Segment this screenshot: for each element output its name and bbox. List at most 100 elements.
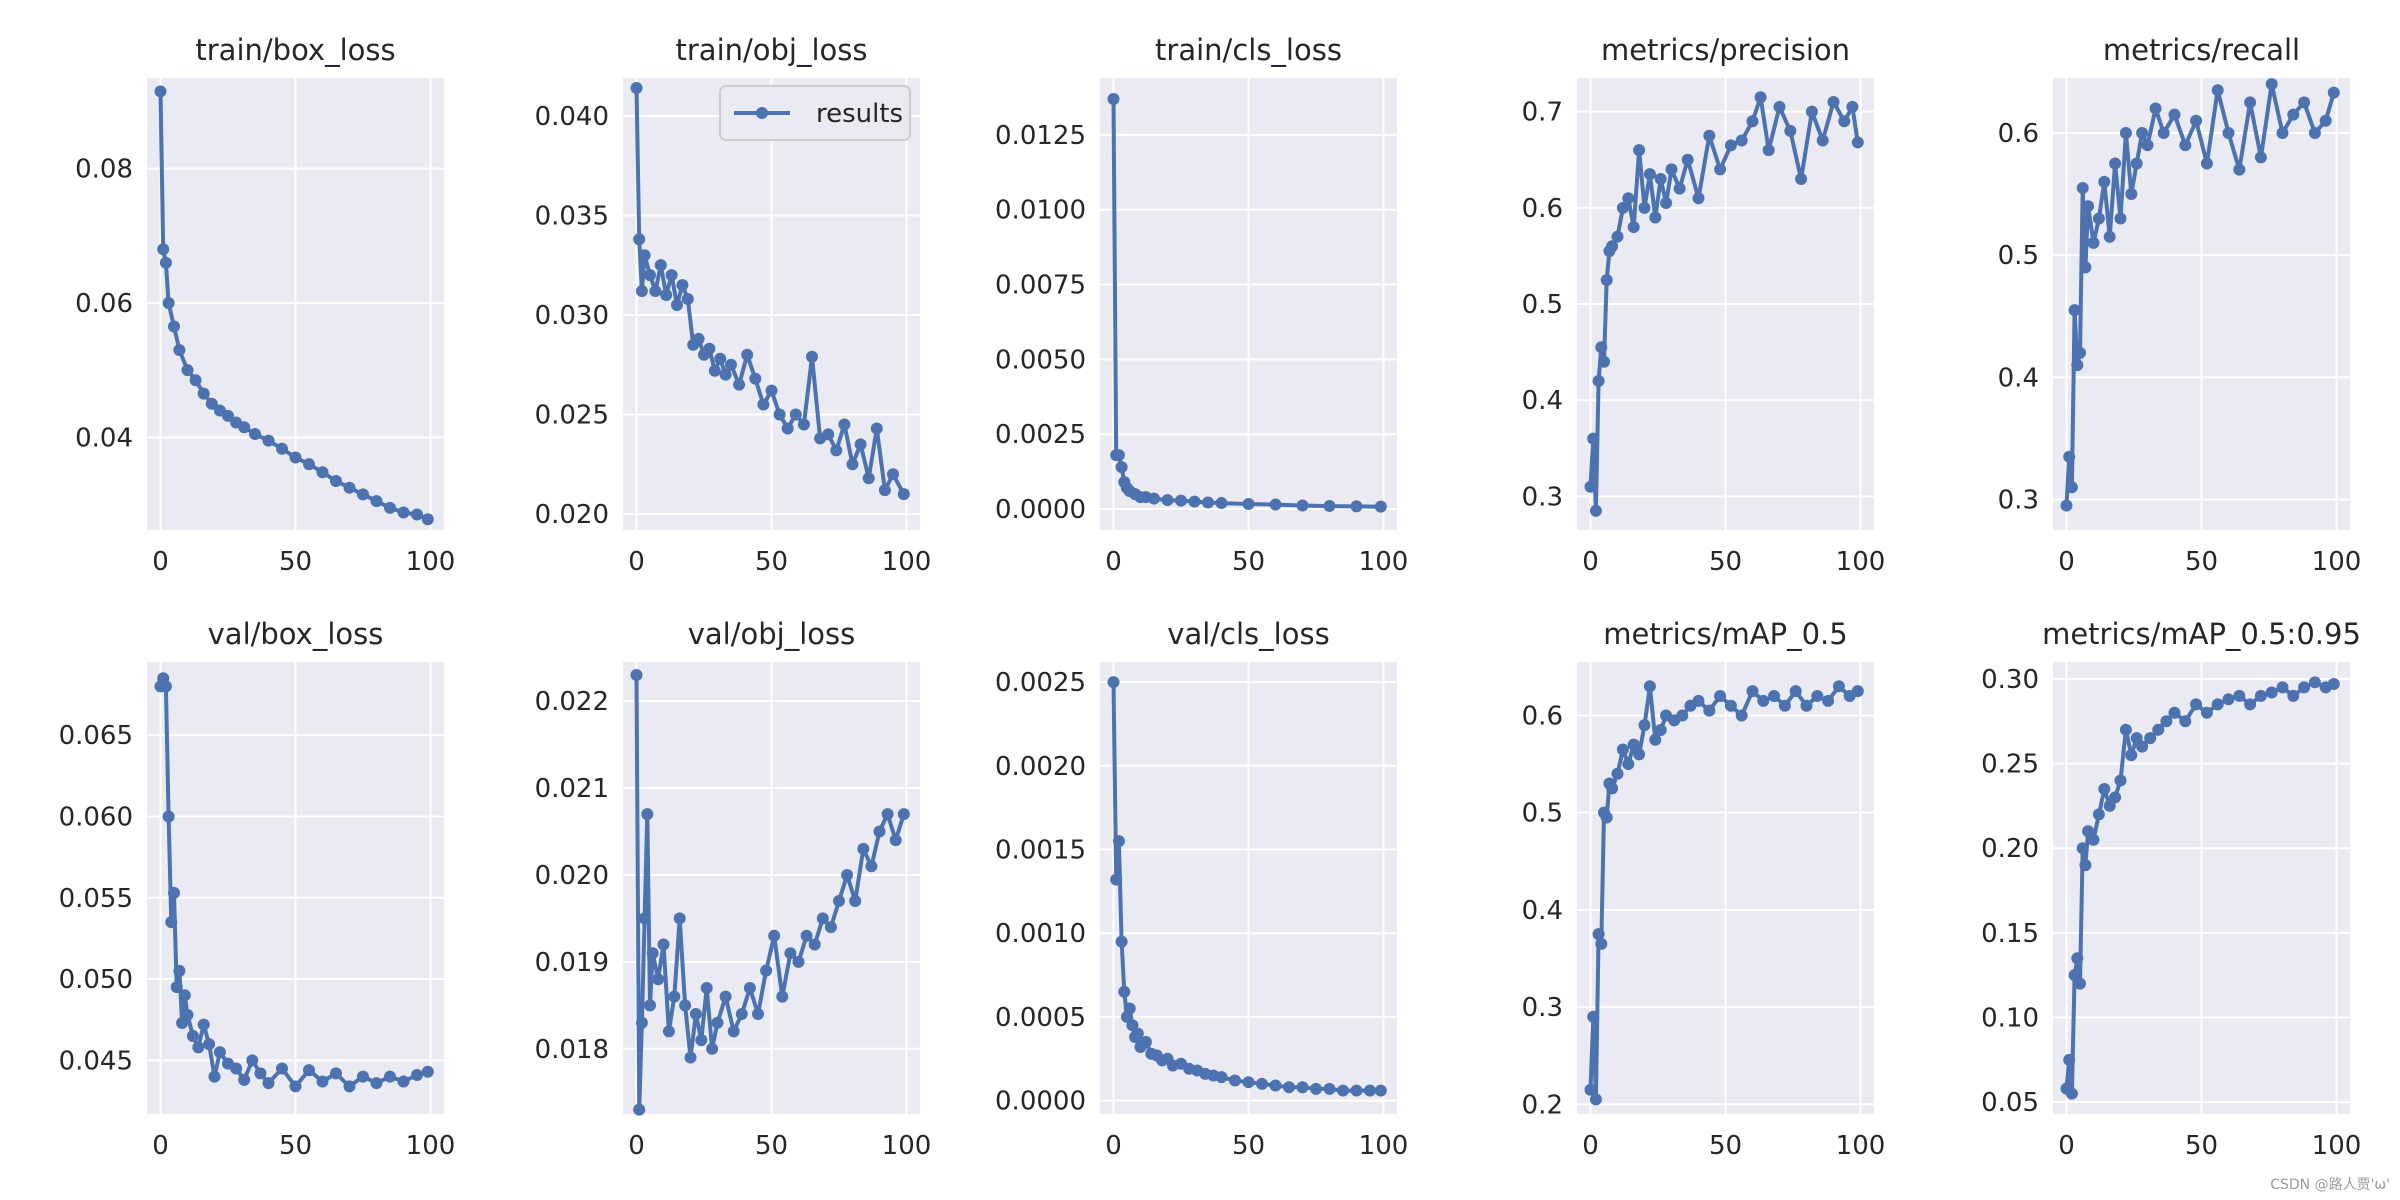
data-point bbox=[635, 285, 648, 298]
y-tick-label: 0.6 bbox=[1522, 194, 1563, 224]
y-tick-label: 0.7 bbox=[1522, 98, 1563, 128]
data-point bbox=[170, 981, 183, 994]
data-point bbox=[1215, 1071, 1228, 1084]
data-point bbox=[238, 421, 251, 434]
data-point bbox=[676, 279, 689, 292]
y-tick-label: 0.0125 bbox=[995, 121, 1086, 151]
data-point bbox=[1606, 240, 1619, 253]
y-tick-label: 0.0100 bbox=[995, 196, 1086, 226]
data-point bbox=[2244, 96, 2257, 109]
data-point bbox=[789, 408, 802, 421]
data-point bbox=[2060, 499, 2073, 512]
data-point bbox=[1746, 685, 1759, 698]
data-point bbox=[1681, 153, 1694, 166]
data-point bbox=[646, 947, 659, 960]
data-point bbox=[657, 938, 670, 951]
data-point bbox=[289, 451, 302, 464]
data-point bbox=[178, 989, 191, 1002]
data-point bbox=[706, 1042, 719, 1055]
y-tick-label: 0.05 bbox=[1981, 1088, 2039, 1118]
data-point bbox=[673, 912, 686, 925]
data-point bbox=[276, 442, 288, 455]
data-point bbox=[397, 1075, 410, 1088]
data-point bbox=[421, 1065, 434, 1078]
data-point bbox=[2168, 706, 2181, 719]
y-tick-label: 0.025 bbox=[535, 401, 609, 431]
data-point bbox=[714, 352, 727, 365]
data-point bbox=[2071, 359, 2084, 372]
data-point bbox=[1816, 134, 1829, 147]
data-point bbox=[719, 990, 732, 1003]
data-point bbox=[168, 320, 180, 333]
data-point bbox=[2254, 151, 2267, 164]
y-tick-label: 0.018 bbox=[535, 1035, 609, 1065]
data-point bbox=[1627, 221, 1640, 234]
x-tick-label: 0 bbox=[1582, 1131, 1599, 1161]
data-point bbox=[1778, 699, 1791, 712]
data-point bbox=[2190, 698, 2203, 711]
chart-panel-metrics-recall: metrics/recall 0 50 100 0.3 0.4 0.5 0.6 bbox=[1998, 33, 2362, 577]
data-point bbox=[1660, 197, 1673, 210]
data-point bbox=[2063, 1053, 2076, 1066]
data-point bbox=[2076, 842, 2089, 855]
y-tick-label: 0.20 bbox=[1981, 834, 2039, 864]
data-point bbox=[652, 973, 665, 986]
data-point bbox=[773, 408, 786, 421]
data-point bbox=[1649, 733, 1662, 746]
data-point bbox=[1283, 1081, 1295, 1094]
data-point bbox=[157, 243, 170, 256]
data-point bbox=[1784, 124, 1797, 137]
x-tick-label: 50 bbox=[755, 1131, 788, 1161]
data-point bbox=[2109, 791, 2122, 804]
x-tick-label: 100 bbox=[1836, 1131, 1886, 1161]
data-point bbox=[1654, 724, 1667, 737]
data-point bbox=[679, 999, 692, 1012]
chart-panel-train-obj-loss: train/obj_loss 0 50 100 0.020 0.025 0.030 0.035… bbox=[535, 33, 932, 577]
x-tick-label: 0 bbox=[2058, 547, 2075, 577]
data-point bbox=[1832, 680, 1845, 693]
data-point bbox=[1795, 172, 1808, 185]
data-point bbox=[1337, 1084, 1349, 1097]
chart-title: val/cls_loss bbox=[1167, 617, 1329, 651]
data-point bbox=[1746, 115, 1759, 128]
data-point bbox=[1584, 1083, 1597, 1096]
x-tick-label: 50 bbox=[1709, 1131, 1742, 1161]
data-point bbox=[689, 1008, 702, 1021]
data-point bbox=[370, 1077, 383, 1090]
data-point bbox=[760, 964, 773, 977]
data-point bbox=[1350, 500, 1363, 513]
data-point bbox=[213, 1046, 226, 1059]
data-point bbox=[2087, 236, 2100, 249]
y-tick-label: 0.15 bbox=[1981, 919, 2039, 949]
data-point bbox=[2125, 188, 2138, 201]
data-point bbox=[1665, 163, 1678, 176]
data-point bbox=[1202, 496, 1214, 509]
chart-title: train/box_loss bbox=[195, 33, 395, 67]
y-tick-label: 0.065 bbox=[59, 721, 133, 751]
data-point bbox=[1296, 1081, 1309, 1094]
data-point bbox=[397, 506, 410, 519]
data-point bbox=[1269, 1079, 1282, 1092]
data-point bbox=[1188, 495, 1201, 508]
data-point bbox=[2092, 808, 2105, 821]
data-point bbox=[649, 285, 662, 298]
y-tick-label: 0.3 bbox=[1998, 485, 2039, 515]
data-point bbox=[1107, 92, 1120, 105]
data-point bbox=[249, 427, 261, 440]
data-point bbox=[2141, 139, 2154, 152]
data-point bbox=[1296, 499, 1309, 512]
chart-title: metrics/mAP_0.5:0.95 bbox=[2042, 617, 2361, 651]
data-point bbox=[1676, 709, 1689, 722]
data-point bbox=[197, 387, 210, 400]
data-point bbox=[1735, 134, 1748, 147]
data-point bbox=[2298, 96, 2311, 109]
data-point bbox=[822, 428, 835, 441]
x-tick-label: 100 bbox=[882, 1131, 932, 1161]
data-point bbox=[2149, 102, 2162, 115]
data-point bbox=[2327, 678, 2340, 691]
data-point bbox=[1800, 699, 1813, 712]
data-point bbox=[303, 1064, 315, 1077]
y-tick-label: 0.060 bbox=[59, 802, 133, 832]
data-point bbox=[2114, 774, 2127, 787]
